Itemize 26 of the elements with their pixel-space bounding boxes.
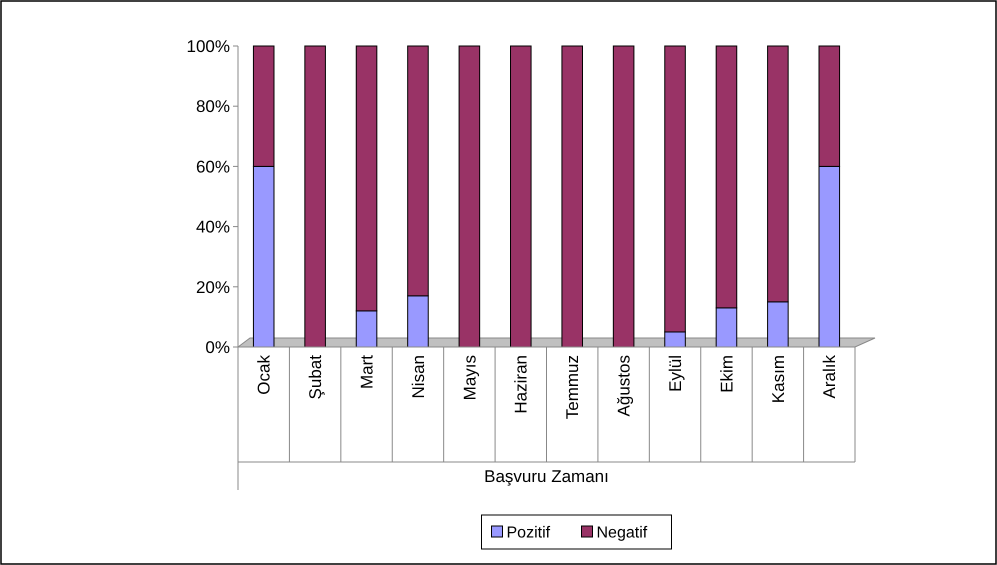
x-tick-label: Ocak [254,354,274,395]
x-tick-label: Eylül [666,355,685,392]
y-tick-label: 60% [196,157,230,176]
bar [304,46,326,348]
x-tick-label: Temmuz [563,355,582,420]
y-tick-label: 20% [196,278,230,297]
x-tick-label: Ağustos [614,355,634,416]
y-tick-label: 100% [186,36,230,56]
x-tick-label: Nisan [408,355,428,398]
bar [510,46,532,348]
x-tick-label: Şubat [306,354,326,400]
legend-label: Negatif [596,524,648,542]
bar [561,46,583,348]
x-tick-label: Haziran [512,355,531,414]
x-tick-label: Kasım [768,355,788,404]
y-tick-label: 80% [196,97,230,116]
y-tick-label: 0% [205,338,230,357]
x-tick-label: Ekim [717,355,736,393]
legend-label: Pozitif [506,524,551,542]
x-tick-label: Mayıs [460,355,480,400]
y-tick-label: 40% [196,218,230,237]
bar [612,46,634,348]
x-axis-title: Başvuru Zamanı [484,467,609,486]
x-tick-label: Aralık [820,354,840,398]
bar [458,46,480,348]
x-tick-label: Mart [357,354,376,389]
